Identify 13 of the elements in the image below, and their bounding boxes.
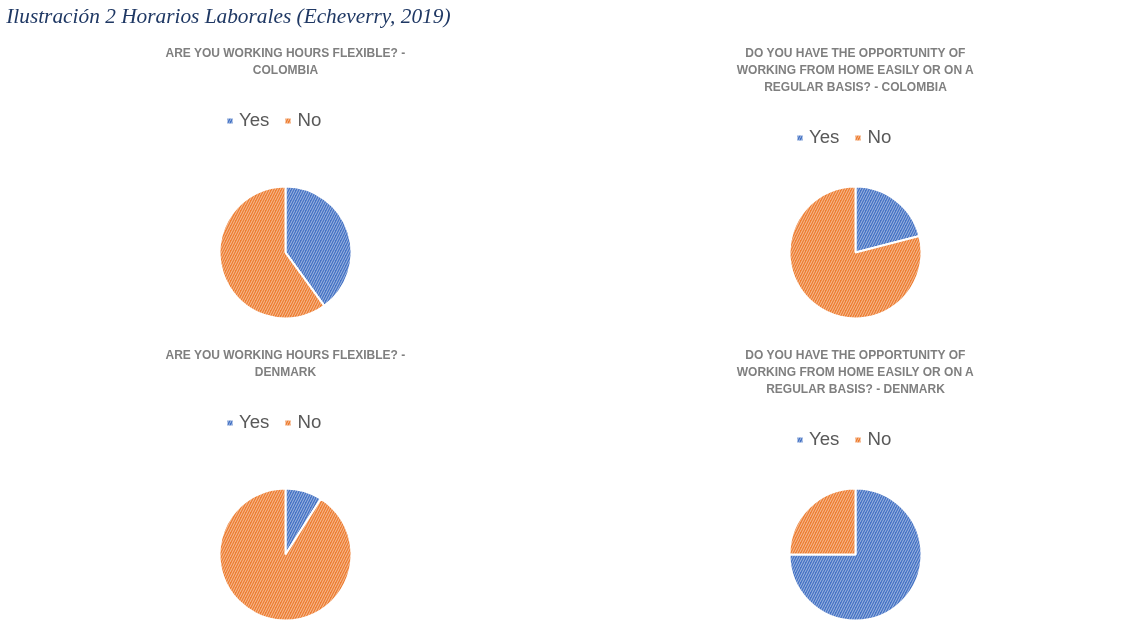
legend-label: No [297,411,322,433]
legend-label: Yes [239,109,270,131]
legend-label: Yes [809,428,840,450]
legend-label: No [867,126,892,148]
legend-label: No [867,428,892,450]
chart-title: ARE YOU WORKING HOURS FLEXIBLE? - COLOMBIA [165,45,406,77]
legend-label: No [297,109,322,131]
legend-label: Yes [239,411,270,433]
chart-title: DO YOU HAVE THE OPPORTUNITY OF WORKING FROM HOME EASILY OR ON A REGULAR BASIS? - DENMARK [736,347,974,396]
text: Ilustración 2 Horarios Laborales (Echeverry, 2019) [5,3,451,28]
chart-title: ARE YOU WORKING HOURS FLEXIBLE? - DENMARK [165,347,406,379]
chart-title: DO YOU HAVE THE OPPORTUNITY OF WORKING FROM HOME EASILY OR ON A REGULAR BASIS? - COLOMBIA [736,45,974,94]
legend-label: Yes [809,126,840,148]
